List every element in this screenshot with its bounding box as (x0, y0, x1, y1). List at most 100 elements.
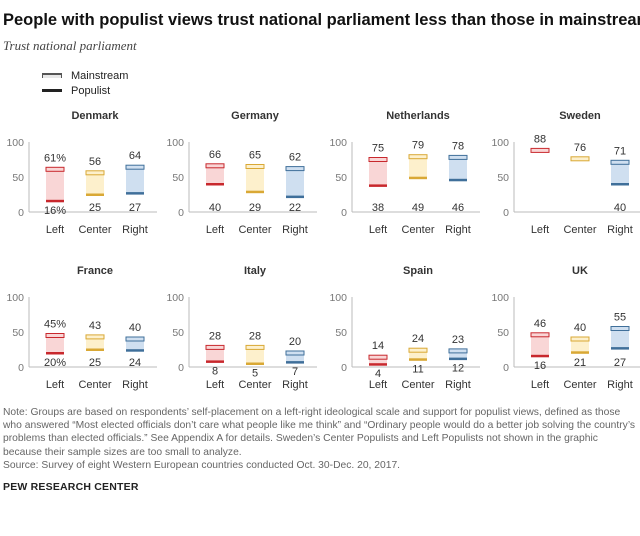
populist-data-label: 11 (412, 363, 423, 375)
panel-title: Italy (244, 265, 267, 277)
x-category-label: Left (206, 224, 224, 236)
mainstream-data-label: 20 (289, 336, 301, 348)
range-bar-right (126, 167, 144, 194)
populist-data-label: 8 (212, 365, 218, 377)
populist-marker-center (246, 190, 264, 194)
panel-title: Spain (403, 265, 433, 277)
populist-data-label: 38 (372, 202, 384, 214)
x-category-label: Center (78, 224, 111, 236)
populist-data-label: 21 (574, 357, 586, 369)
mainstream-marker-right (610, 326, 630, 331)
y-tick-label: 100 (6, 137, 24, 149)
populist-data-label: 22 (289, 202, 301, 214)
mainstream-marker-center (245, 164, 265, 169)
mainstream-data-label: 23 (452, 334, 464, 346)
mainstream-data-label: 56 (89, 156, 101, 168)
populist-data-label: 16 (534, 360, 546, 372)
mainstream-data-label: 46 (534, 318, 546, 330)
footnote: Note: Groups are based on respondents’ s… (3, 407, 636, 458)
populist-data-label: 4 (375, 368, 381, 380)
mainstream-data-label: 65 (249, 150, 261, 162)
populist-marker-center (86, 348, 104, 351)
range-bar-right (449, 350, 467, 359)
mainstream-data-label: 71 (614, 145, 626, 157)
mainstream-marker-left (205, 163, 225, 169)
x-category-label: Right (607, 379, 633, 391)
x-category-label: Center (401, 224, 434, 236)
mainstream-marker-center (570, 156, 590, 162)
x-category-label: Right (122, 379, 148, 391)
populist-marker-right (449, 357, 467, 361)
x-category-label: Left (46, 379, 64, 391)
y-tick-label: 100 (6, 292, 24, 304)
mainstream-marker-right (125, 336, 145, 342)
mainstream-data-label: 14 (372, 340, 384, 352)
chart-subtitle: Trust national parliament (3, 38, 137, 53)
panel-title: UK (572, 265, 588, 277)
mainstream-marker-right (448, 154, 468, 160)
legend-label-populist: Populist (71, 84, 111, 97)
populist-marker-center (409, 176, 427, 180)
mainstream-marker-center (245, 344, 265, 350)
panel-title: Germany (231, 110, 280, 122)
source-note: Source: Survey of eight Western European… (3, 460, 401, 471)
populist-marker-left (46, 199, 64, 203)
range-bar-right (286, 353, 304, 363)
x-category-label: Center (78, 379, 111, 391)
range-bar-left (369, 357, 387, 365)
populist-marker-left (531, 354, 549, 358)
mainstream-data-label: 88 (534, 133, 546, 145)
y-tick-label: 0 (503, 362, 509, 374)
y-tick-label: 50 (12, 172, 24, 184)
mainstream-data-label: 45% (44, 319, 66, 331)
populist-data-label: 12 (452, 363, 464, 375)
legend-item-populist: Populist (42, 83, 128, 98)
range-bar-left (46, 335, 64, 353)
x-category-label: Center (238, 224, 271, 236)
populist-data-label: 49 (412, 202, 424, 214)
populist-data-label: 40 (209, 202, 221, 214)
mainstream-marker-center (570, 336, 590, 342)
mainstream-data-label: 55 (614, 312, 626, 324)
x-category-label: Center (563, 379, 596, 391)
small-multiples-chart: Denmark05010061%16%Left5625Center6427Rig… (6, 110, 640, 391)
range-bar-right (611, 162, 629, 184)
panel-title: Denmark (71, 110, 119, 122)
x-category-label: Right (607, 224, 633, 236)
mainstream-data-label: 40 (574, 322, 586, 334)
range-bar-left (46, 169, 64, 201)
mainstream-marker-left (530, 332, 550, 338)
page-title: People with populist views trust nationa… (3, 11, 640, 29)
x-category-label: Left (531, 224, 549, 236)
populist-data-label: 29 (249, 202, 261, 214)
x-category-label: Right (445, 224, 471, 236)
populist-data-label: 16% (44, 205, 66, 217)
mainstream-marker-right (125, 164, 145, 170)
range-bar-right (286, 168, 304, 197)
mainstream-marker-right (285, 166, 305, 172)
y-tick-label: 100 (329, 292, 347, 304)
y-tick-label: 0 (178, 207, 184, 219)
y-tick-label: 100 (491, 137, 509, 149)
y-tick-label: 100 (166, 137, 184, 149)
mainstream-marker-left (45, 333, 65, 338)
populist-marker-center (86, 193, 104, 196)
populist-marker-right (126, 192, 144, 195)
mainstream-data-label: 62 (289, 152, 301, 164)
x-category-label: Center (238, 379, 271, 391)
brand-logo-text: PEW RESEARCH CENTER (3, 481, 139, 493)
x-category-label: Left (46, 224, 64, 236)
x-category-label: Center (563, 224, 596, 236)
legend: Mainstream Populist (42, 68, 128, 98)
mainstream-data-label: 61% (44, 152, 66, 164)
y-tick-label: 0 (178, 362, 184, 374)
populist-data-label: 24 (129, 357, 141, 369)
populist-marker-right (286, 361, 304, 364)
mainstream-data-label: 28 (209, 330, 221, 342)
mainstream-data-label: 43 (89, 320, 101, 332)
range-bar-left (369, 159, 387, 186)
range-bar-center (246, 166, 264, 192)
y-tick-label: 50 (497, 172, 509, 184)
populist-data-label: 5 (252, 368, 258, 380)
populist-data-label: 40 (614, 202, 626, 214)
